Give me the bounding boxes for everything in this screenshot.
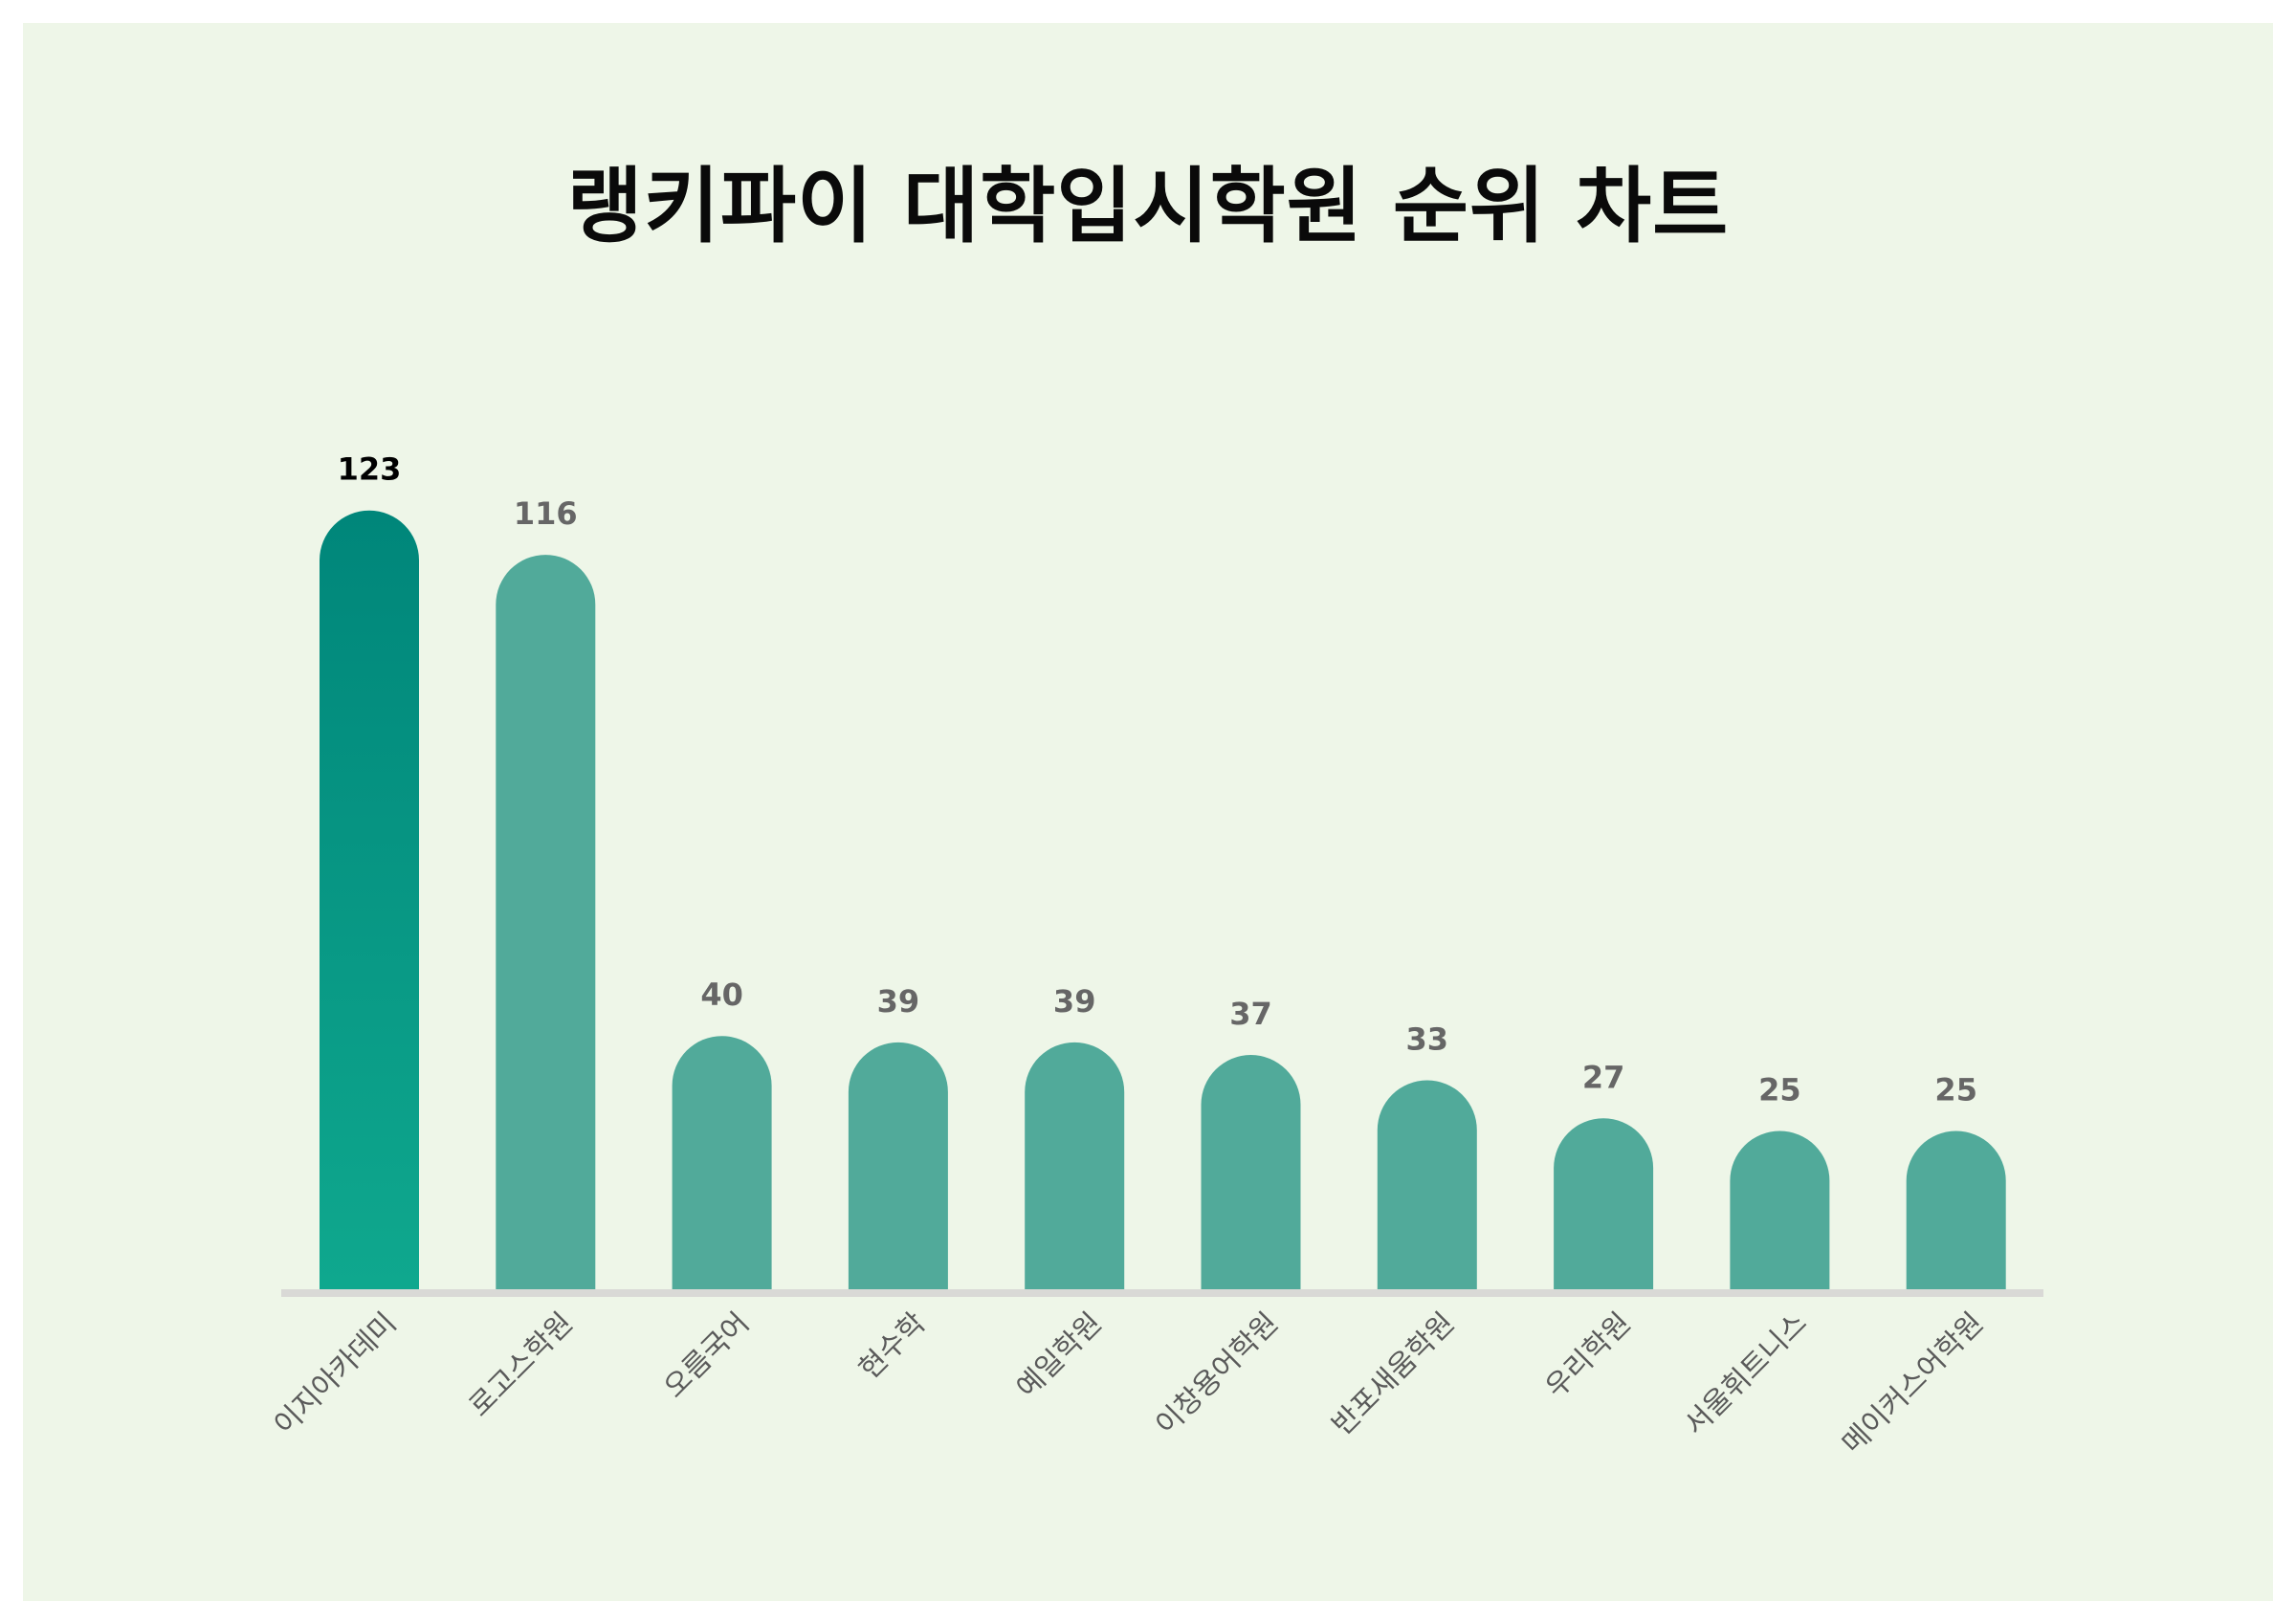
data-label: 37 (1229, 996, 1272, 1032)
x-tick-label: 로고스학원 (463, 1306, 580, 1423)
bar (1201, 1055, 1301, 1289)
data-label: 39 (1053, 983, 1096, 1020)
x-tick-label: 이창용어학원 (1149, 1306, 1285, 1442)
x-tick-label: 반포새움학원 (1326, 1306, 1462, 1442)
data-label: 25 (1758, 1072, 1801, 1108)
x-axis-baseline (281, 1289, 2043, 1297)
data-label: 39 (877, 983, 920, 1020)
bar (1554, 1118, 1654, 1289)
x-tick-label: 이지아카데미 (268, 1306, 404, 1442)
x-tick-label: 우리학원 (1539, 1306, 1638, 1405)
data-label: 116 (514, 495, 578, 532)
x-tick-label: 메이커스어학원 (1836, 1306, 1990, 1460)
data-label: 27 (1582, 1059, 1625, 1095)
bar (1025, 1042, 1125, 1289)
data-label: 40 (700, 977, 743, 1013)
data-label: 33 (1406, 1021, 1449, 1058)
bar (320, 510, 420, 1289)
bar (496, 555, 596, 1289)
bar (848, 1042, 948, 1289)
x-tick-label: 서울휘트니스 (1678, 1306, 1814, 1442)
bar (1730, 1130, 1830, 1289)
data-label: 123 (338, 451, 402, 488)
bar (672, 1036, 772, 1289)
x-tick-label: 현수학 (852, 1306, 932, 1386)
bar (1377, 1080, 1477, 1289)
x-tick-label: 오름국어 (657, 1306, 756, 1405)
bar (1906, 1130, 2006, 1289)
data-label: 25 (1934, 1072, 1977, 1108)
x-tick-label: 예일학원 (1010, 1306, 1109, 1405)
chart-title: 랭키파이 대학입시학원 순위 차트 (566, 159, 1730, 254)
